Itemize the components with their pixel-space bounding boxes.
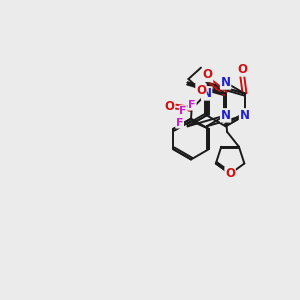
Text: O: O	[225, 167, 235, 180]
Text: N: N	[220, 76, 231, 89]
Text: F: F	[188, 100, 196, 110]
Text: O: O	[237, 63, 247, 76]
Text: O: O	[196, 84, 206, 97]
Text: N: N	[240, 109, 250, 122]
Text: N: N	[202, 87, 212, 100]
Text: O: O	[202, 68, 213, 81]
Text: F: F	[176, 118, 183, 128]
Text: F: F	[179, 106, 187, 116]
Text: O: O	[164, 100, 174, 113]
Text: N: N	[220, 109, 231, 122]
